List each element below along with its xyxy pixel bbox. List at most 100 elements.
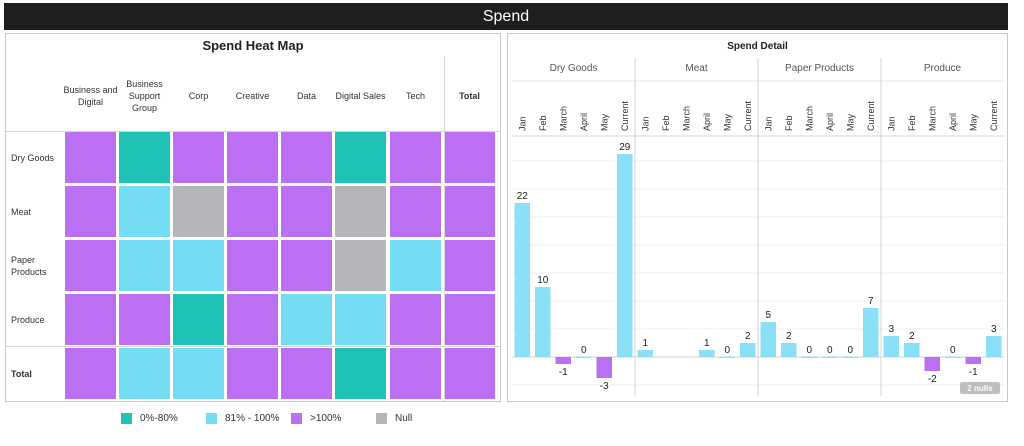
column-header-tech: Tech: [405, 91, 425, 101]
heat-cell[interactable]: [119, 348, 170, 399]
data-label: 10: [537, 275, 549, 286]
data-label: 7: [868, 296, 874, 307]
category-tick-label: Current: [866, 100, 876, 131]
heat-cell[interactable]: [444, 186, 495, 237]
legend-item: >100%: [291, 411, 341, 425]
data-bar: [535, 287, 551, 357]
category-tick-label: March: [558, 106, 568, 131]
category-tick-label: April: [579, 113, 589, 131]
data-bar: [576, 356, 592, 358]
category-tick-label: Current: [989, 100, 999, 131]
data-bar: [699, 350, 715, 357]
heat-cell[interactable]: [281, 240, 332, 291]
heat-cell[interactable]: [227, 348, 278, 399]
data-label: 2: [786, 331, 792, 342]
nulls-indicator: [960, 382, 1000, 394]
heat-cell[interactable]: [65, 240, 116, 291]
row-label-meat: Meat: [11, 206, 32, 217]
heat-cell[interactable]: [119, 132, 170, 183]
category-tick-label: Jan: [517, 116, 527, 131]
heat-cell[interactable]: [444, 132, 495, 183]
heat-cell[interactable]: [173, 348, 224, 399]
heat-cell[interactable]: [335, 186, 386, 237]
heat-cell[interactable]: [335, 240, 386, 291]
category-tick-label: March: [927, 106, 937, 131]
heat-cell[interactable]: [390, 240, 441, 291]
group-label: Meat: [685, 63, 707, 74]
heat-cell[interactable]: [173, 186, 224, 237]
group-label: Dry Goods: [550, 63, 598, 74]
heat-cell[interactable]: [173, 132, 224, 183]
heat-cell[interactable]: [227, 132, 278, 183]
row-label-paper-products: Paper Products: [11, 254, 47, 277]
heat-cell[interactable]: [390, 132, 441, 183]
data-label: 0: [581, 345, 587, 356]
heat-cell[interactable]: [281, 186, 332, 237]
column-header-business-and-digital: Business and Digital: [63, 85, 118, 107]
heat-map-title: Spend Heat Map: [202, 38, 304, 53]
legend-item: 81% - 100%: [206, 411, 279, 425]
category-tick-label: April: [702, 113, 712, 131]
data-bar: [924, 357, 940, 371]
data-label: 29: [619, 142, 631, 153]
heat-cell[interactable]: [335, 294, 386, 345]
heat-cell[interactable]: [390, 348, 441, 399]
data-bar: [555, 357, 571, 364]
legend-swatch: [291, 412, 302, 424]
heat-cell[interactable]: [390, 186, 441, 237]
heat-cell[interactable]: [65, 294, 116, 345]
data-bar: [637, 350, 653, 357]
heat-cell[interactable]: [335, 348, 386, 399]
category-tick-label: May: [845, 113, 855, 131]
data-label: 0: [950, 345, 956, 356]
heat-cell[interactable]: [119, 240, 170, 291]
data-label: 3: [888, 324, 894, 335]
legend-label: 0%-80%: [140, 412, 178, 424]
data-bar: [760, 322, 776, 357]
legend-label: >100%: [310, 412, 342, 424]
data-label: 2: [745, 331, 751, 342]
heat-map-panel: Spend Heat Map Business and Digital Busin…: [5, 33, 501, 402]
heat-cell[interactable]: [119, 186, 170, 237]
data-label: -1: [969, 367, 978, 378]
heat-cell[interactable]: [281, 132, 332, 183]
heat-cell[interactable]: [173, 240, 224, 291]
category-tick-label: May: [722, 113, 732, 131]
category-tick-label: April: [825, 113, 835, 131]
row-label-total: Total: [11, 368, 32, 379]
heat-cell[interactable]: [227, 186, 278, 237]
heat-cell[interactable]: [444, 348, 495, 399]
data-label: -1: [559, 367, 568, 378]
heat-cell[interactable]: [281, 348, 332, 399]
heat-cell[interactable]: [173, 294, 224, 345]
category-tick-label: April: [948, 113, 958, 131]
data-label: 0: [827, 345, 833, 356]
category-tick-label: Jan: [763, 116, 773, 131]
data-bar: [781, 343, 797, 357]
heat-cell[interactable]: [65, 186, 116, 237]
data-bar: [740, 343, 756, 357]
heat-cell[interactable]: [444, 240, 495, 291]
data-label: 3: [991, 324, 997, 335]
heat-cell[interactable]: [65, 132, 116, 183]
heat-cell[interactable]: [281, 294, 332, 345]
legend-swatch: [376, 412, 387, 424]
heat-cell[interactable]: [390, 294, 441, 345]
legend-label: 81% - 100%: [225, 412, 280, 424]
header-divider: [6, 131, 500, 132]
heat-cell[interactable]: [65, 348, 116, 399]
heat-cell[interactable]: [335, 132, 386, 183]
data-bar: [863, 308, 879, 357]
dashboard-title: Spend: [4, 3, 1008, 30]
heat-cell[interactable]: [227, 240, 278, 291]
total-column-divider: [444, 56, 445, 401]
column-header-total: Total: [459, 91, 480, 101]
category-tick-label: May: [968, 113, 978, 131]
heat-cell[interactable]: [444, 294, 495, 345]
total-row-divider: [6, 346, 500, 347]
heat-cell[interactable]: [119, 294, 170, 345]
heat-cell[interactable]: [227, 294, 278, 345]
data-bar: [945, 356, 961, 358]
data-bar: [986, 336, 1002, 357]
column-header-business-support-group: Business Support Group: [126, 79, 163, 113]
